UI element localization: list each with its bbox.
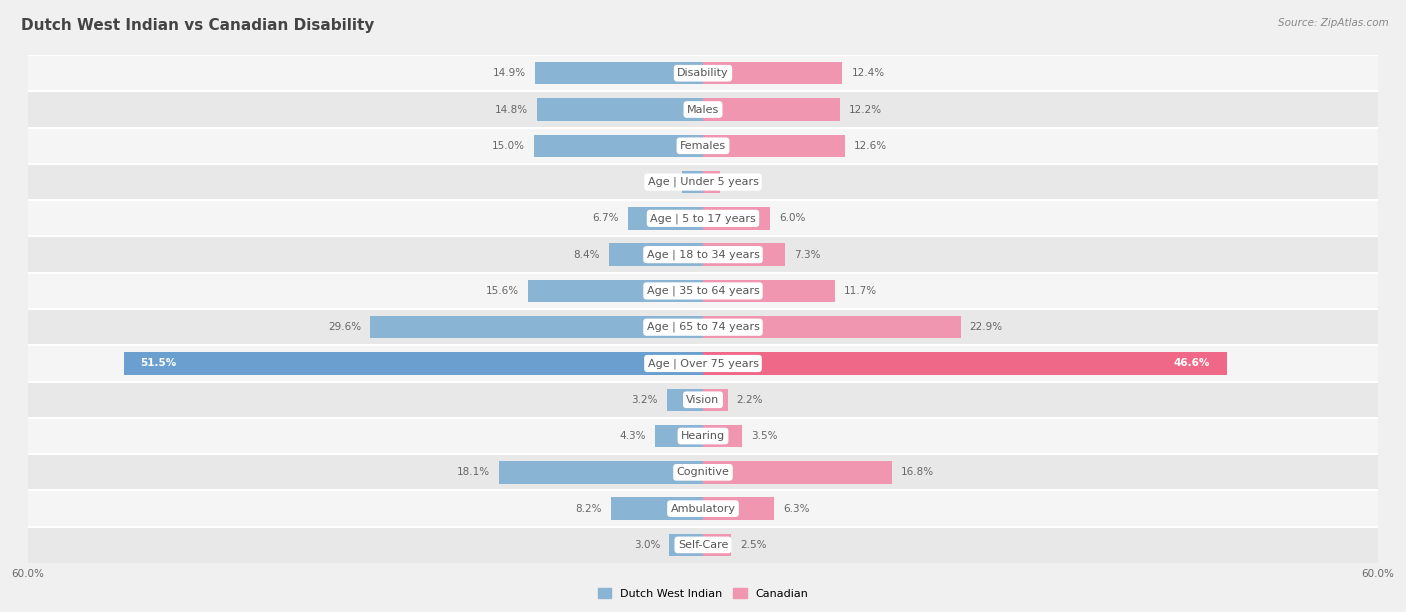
- Bar: [703, 207, 770, 230]
- Bar: [627, 207, 703, 230]
- Bar: [370, 316, 703, 338]
- Bar: [6, 91, 1400, 128]
- Bar: [703, 280, 835, 302]
- Text: 1.9%: 1.9%: [647, 177, 672, 187]
- Bar: [6, 454, 1400, 490]
- Text: Disability: Disability: [678, 68, 728, 78]
- Text: 2.2%: 2.2%: [737, 395, 763, 405]
- Text: 14.8%: 14.8%: [495, 105, 527, 114]
- Bar: [124, 353, 703, 375]
- Bar: [536, 62, 703, 84]
- Text: 12.6%: 12.6%: [853, 141, 887, 151]
- Bar: [6, 382, 1400, 418]
- Bar: [6, 418, 1400, 454]
- Text: Age | 65 to 74 years: Age | 65 to 74 years: [647, 322, 759, 332]
- Text: Source: ZipAtlas.com: Source: ZipAtlas.com: [1278, 18, 1389, 28]
- Text: 3.5%: 3.5%: [751, 431, 778, 441]
- Text: 18.1%: 18.1%: [457, 468, 491, 477]
- Text: Age | 5 to 17 years: Age | 5 to 17 years: [650, 213, 756, 223]
- Text: 16.8%: 16.8%: [901, 468, 934, 477]
- Bar: [682, 171, 703, 193]
- Bar: [609, 244, 703, 266]
- Bar: [703, 353, 1227, 375]
- Text: Females: Females: [681, 141, 725, 151]
- Bar: [655, 425, 703, 447]
- Text: 29.6%: 29.6%: [328, 322, 361, 332]
- Bar: [6, 273, 1400, 309]
- Text: 12.4%: 12.4%: [852, 68, 884, 78]
- Bar: [6, 200, 1400, 236]
- Bar: [703, 171, 720, 193]
- Bar: [6, 309, 1400, 345]
- Text: 3.2%: 3.2%: [631, 395, 658, 405]
- Bar: [527, 280, 703, 302]
- Text: Hearing: Hearing: [681, 431, 725, 441]
- Text: 6.3%: 6.3%: [783, 504, 810, 513]
- Text: 14.9%: 14.9%: [494, 68, 526, 78]
- Text: Age | 35 to 64 years: Age | 35 to 64 years: [647, 286, 759, 296]
- Bar: [537, 99, 703, 121]
- Text: Ambulatory: Ambulatory: [671, 504, 735, 513]
- Text: 15.0%: 15.0%: [492, 141, 526, 151]
- Bar: [669, 534, 703, 556]
- Text: Self-Care: Self-Care: [678, 540, 728, 550]
- Text: 7.3%: 7.3%: [794, 250, 821, 259]
- Bar: [703, 498, 773, 520]
- Text: Cognitive: Cognitive: [676, 468, 730, 477]
- Bar: [703, 244, 785, 266]
- Bar: [703, 461, 891, 483]
- Bar: [6, 236, 1400, 273]
- Bar: [703, 62, 842, 84]
- Bar: [703, 425, 742, 447]
- Text: Age | Over 75 years: Age | Over 75 years: [648, 358, 758, 369]
- Text: Age | 18 to 34 years: Age | 18 to 34 years: [647, 249, 759, 260]
- Bar: [703, 316, 960, 338]
- Bar: [534, 135, 703, 157]
- Text: 22.9%: 22.9%: [970, 322, 1002, 332]
- Text: 1.5%: 1.5%: [728, 177, 755, 187]
- Bar: [6, 55, 1400, 91]
- Bar: [6, 128, 1400, 164]
- Bar: [703, 534, 731, 556]
- Text: 3.0%: 3.0%: [634, 540, 661, 550]
- Text: Males: Males: [688, 105, 718, 114]
- Text: 8.4%: 8.4%: [574, 250, 599, 259]
- Text: 46.6%: 46.6%: [1174, 359, 1211, 368]
- Bar: [703, 389, 728, 411]
- Text: Dutch West Indian vs Canadian Disability: Dutch West Indian vs Canadian Disability: [21, 18, 374, 34]
- Text: 6.7%: 6.7%: [592, 214, 619, 223]
- Text: Vision: Vision: [686, 395, 720, 405]
- Text: 6.0%: 6.0%: [779, 214, 806, 223]
- Text: 8.2%: 8.2%: [575, 504, 602, 513]
- Text: Age | Under 5 years: Age | Under 5 years: [648, 177, 758, 187]
- Bar: [610, 498, 703, 520]
- Bar: [666, 389, 703, 411]
- Text: 12.2%: 12.2%: [849, 105, 883, 114]
- Legend: Dutch West Indian, Canadian: Dutch West Indian, Canadian: [593, 584, 813, 603]
- Text: 15.6%: 15.6%: [485, 286, 519, 296]
- Bar: [6, 527, 1400, 563]
- Bar: [703, 99, 841, 121]
- Text: 2.5%: 2.5%: [740, 540, 766, 550]
- Bar: [499, 461, 703, 483]
- Bar: [6, 490, 1400, 527]
- Bar: [703, 135, 845, 157]
- Text: 4.3%: 4.3%: [619, 431, 645, 441]
- Text: 51.5%: 51.5%: [141, 359, 177, 368]
- Text: 11.7%: 11.7%: [844, 286, 877, 296]
- Bar: [6, 345, 1400, 382]
- Bar: [6, 164, 1400, 200]
